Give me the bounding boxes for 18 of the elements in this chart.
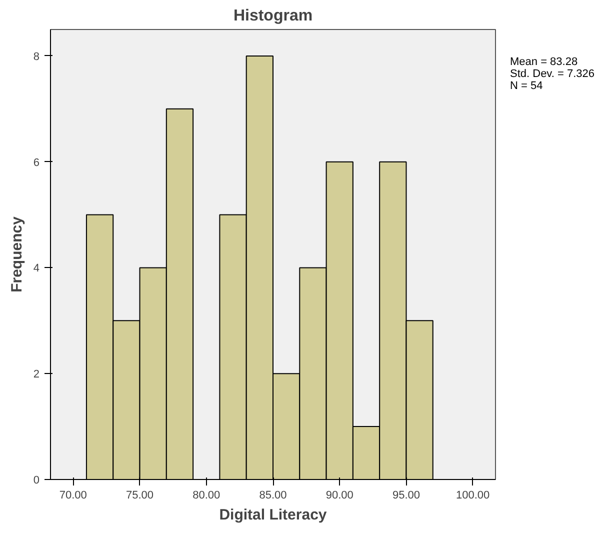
x-tick-label: 100.00 bbox=[456, 490, 490, 502]
x-tick-label: 95.00 bbox=[392, 490, 420, 502]
x-tick-label: 90.00 bbox=[326, 490, 354, 502]
y-tick-label: 0 bbox=[33, 474, 40, 486]
x-axis-title: Digital Literacy bbox=[219, 506, 328, 524]
text: Mean = 83.28 bbox=[510, 56, 578, 68]
y-tick-label: 2 bbox=[33, 368, 40, 381]
x-tick-label: 75.00 bbox=[126, 490, 154, 502]
x-tick-label: 80.00 bbox=[192, 490, 220, 502]
y-tick-label: 8 bbox=[33, 50, 40, 63]
y-tick-label: 6 bbox=[33, 156, 40, 169]
chart-title: Histogram bbox=[233, 8, 313, 24]
text: N = 54 bbox=[510, 80, 543, 92]
x-tick-label: 85.00 bbox=[259, 490, 287, 502]
text: Std. Dev. = 7.326 bbox=[510, 68, 594, 80]
x-tick-label: 70.00 bbox=[59, 490, 87, 502]
y-axis-title: Frequency bbox=[8, 216, 26, 292]
y-tick-label: 4 bbox=[33, 262, 40, 275]
